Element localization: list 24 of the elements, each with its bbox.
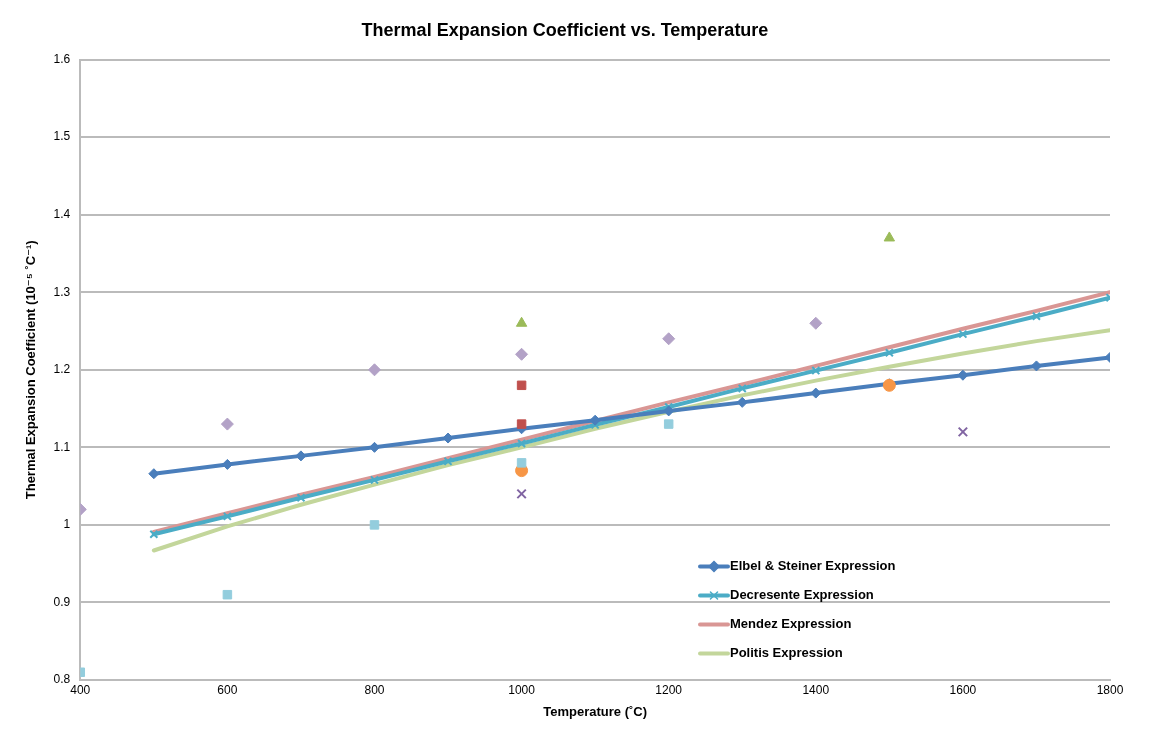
y-tick-label: 1: [63, 517, 71, 532]
y-tick-label: 1.5: [53, 129, 71, 144]
x-tick-label: 1000: [508, 682, 536, 697]
legend-label: Elbel & Steiner Expression: [730, 558, 896, 574]
y-tick-label: 1.4: [53, 207, 71, 222]
y-tick-label: 0.8: [53, 672, 71, 687]
chart-title: Thermal Expansion Coefficient vs. Temperature: [361, 19, 769, 40]
y-tick-label: 1.1: [53, 439, 71, 454]
x-axis-title: Temperature (˚C): [543, 703, 648, 719]
x-tick-label: 1400: [802, 682, 830, 697]
legend-label: Mendez Expression: [730, 616, 852, 632]
y-tick-label: 1.3: [53, 284, 71, 299]
x-tick-label: 1200: [655, 682, 683, 697]
y-tick-label: 1.2: [53, 362, 71, 377]
y-tick-label: 1.6: [53, 51, 71, 66]
y-tick-label: 0.9: [53, 594, 71, 609]
x-tick-label: 1800: [1096, 682, 1124, 697]
y-axis-title: Thermal Expansion Coefficient (10⁻⁵ ˚C⁻¹): [23, 240, 39, 500]
x-tick-label: 400: [70, 682, 91, 697]
x-tick-label: 1600: [949, 682, 977, 697]
x-tick-label: 600: [217, 682, 238, 697]
legend-label: Decresente Expression: [730, 587, 874, 603]
legend-label: Politis Expression: [730, 645, 843, 661]
x-tick-label: 800: [364, 682, 385, 697]
